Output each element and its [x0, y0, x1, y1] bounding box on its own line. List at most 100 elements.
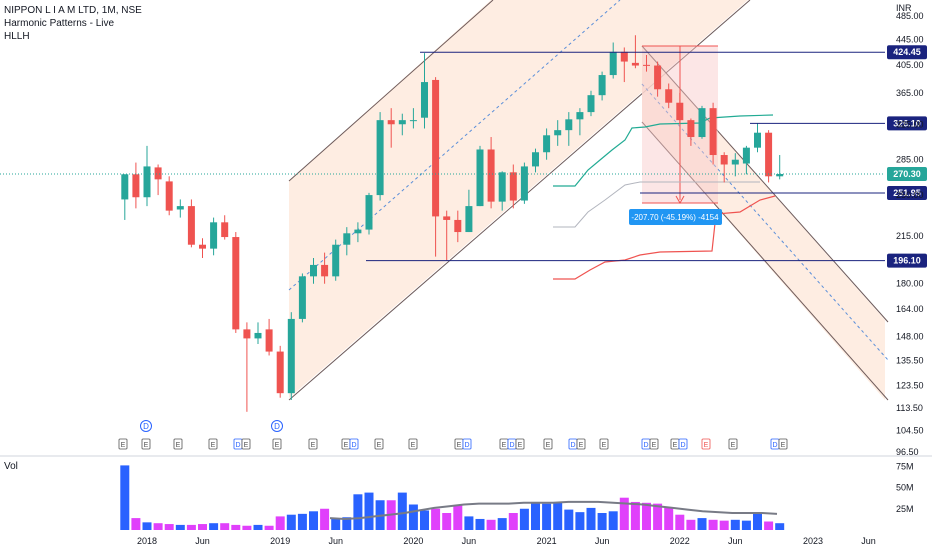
descending-channel-median [641, 83, 889, 361]
earnings-marker-icon [543, 438, 553, 450]
candle [365, 192, 373, 235]
price-channels [288, 0, 889, 401]
earnings-marker-icon [576, 438, 586, 450]
candle [310, 258, 317, 284]
earnings-marker-text: E [673, 442, 678, 449]
candle [443, 210, 451, 261]
volume-bar [231, 524, 241, 530]
earnings-marker-icon [272, 438, 282, 450]
candle-body [654, 65, 662, 90]
symbol-title[interactable]: NIPPON L I A M LTD, 1M, NSE [4, 5, 142, 16]
volume-pane [120, 465, 785, 530]
candle [276, 345, 284, 398]
candle [709, 102, 717, 165]
candle-body [287, 318, 295, 394]
candle-body [509, 172, 517, 201]
candle [421, 53, 428, 129]
candle-body [343, 233, 351, 245]
candle-body [498, 172, 506, 202]
candle-body [298, 276, 306, 319]
volume-bar [597, 513, 607, 530]
candle [687, 118, 695, 146]
volume-bar [664, 507, 674, 530]
candle-body [687, 120, 695, 138]
candle [498, 171, 506, 211]
y-tick-label: 123.50 [896, 380, 924, 390]
volume-bar [364, 492, 374, 530]
indicator-hllh[interactable]: HLLH [4, 31, 30, 42]
x-tick-label: Jun [462, 536, 477, 546]
earnings-marker-text: E [579, 442, 584, 449]
candle [598, 71, 606, 101]
y-tick-label: 405.00 [896, 60, 924, 70]
volume-bar [653, 503, 663, 530]
candle [121, 174, 129, 220]
hllh-low-line [553, 195, 776, 280]
volume-label[interactable]: Vol [4, 461, 18, 472]
measure-tooltip-text: -207.70 (-45.19%) -4154 [631, 213, 719, 222]
earnings-marker-icon [599, 438, 609, 450]
volume-bar [342, 517, 352, 530]
earnings-marker-text: D [680, 442, 685, 449]
candle [343, 227, 351, 256]
dividend-marker-icon [140, 420, 152, 432]
earnings-marker-text: E [121, 442, 126, 449]
price-label-text: 251.95 [893, 188, 921, 198]
candle [742, 145, 750, 175]
candle [576, 108, 584, 136]
descending-channel-upper [641, 45, 889, 323]
volume-bar [186, 524, 196, 530]
candle-body [698, 108, 706, 138]
candle-body [620, 51, 628, 62]
earnings-marker-icon [173, 438, 183, 450]
x-tick-label: 2020 [403, 536, 423, 546]
earnings-marker-text: E [211, 442, 216, 449]
candle-body [443, 216, 451, 220]
candle [698, 105, 706, 139]
earnings-marker-text: D [464, 442, 469, 449]
candle [265, 318, 273, 356]
candle [620, 47, 628, 83]
earnings-marker-icon [308, 438, 318, 450]
y-tick-label: 135.50 [896, 355, 924, 365]
volume-bar [497, 518, 507, 530]
volume-bar [475, 518, 485, 530]
candle-body [176, 206, 184, 210]
candle-body [487, 149, 495, 202]
x-tick-label: Jun [595, 536, 610, 546]
ascending-channel-fill [289, 0, 748, 398]
indicator-harmonic[interactable]: Harmonic Patterns - Live [4, 18, 115, 29]
volume-bar [353, 494, 363, 530]
currency-label: INR [896, 3, 912, 13]
earnings-marker-icon [649, 438, 659, 450]
candle-body [276, 351, 284, 394]
volume-bar [608, 511, 618, 530]
volume-bar [209, 523, 219, 530]
volume-bar [775, 523, 785, 530]
candle-body [565, 119, 573, 131]
volume-bar [486, 519, 496, 530]
earnings-marker-icon [778, 438, 788, 450]
volume-bar [708, 519, 718, 530]
x-tick-label: Jun [861, 536, 876, 546]
volume-bar [253, 524, 263, 530]
candle-body [265, 329, 273, 352]
candle-body [398, 120, 406, 125]
candle-body [476, 149, 484, 207]
volume-bar [675, 514, 685, 530]
volume-bar [220, 523, 230, 530]
candle [354, 222, 362, 243]
earnings-marker-text: D [351, 442, 356, 449]
earnings-marker-text: D [643, 442, 648, 449]
earnings-marker-icon [118, 438, 128, 450]
candle-body [409, 120, 417, 122]
volume-bar [464, 516, 474, 530]
candle-body [609, 51, 617, 76]
price-label-badge [887, 253, 927, 268]
x-tick-label: Jun [328, 536, 343, 546]
volume-bar [120, 465, 130, 530]
candle [476, 145, 484, 207]
candle-body [532, 152, 539, 167]
candle [765, 130, 773, 183]
